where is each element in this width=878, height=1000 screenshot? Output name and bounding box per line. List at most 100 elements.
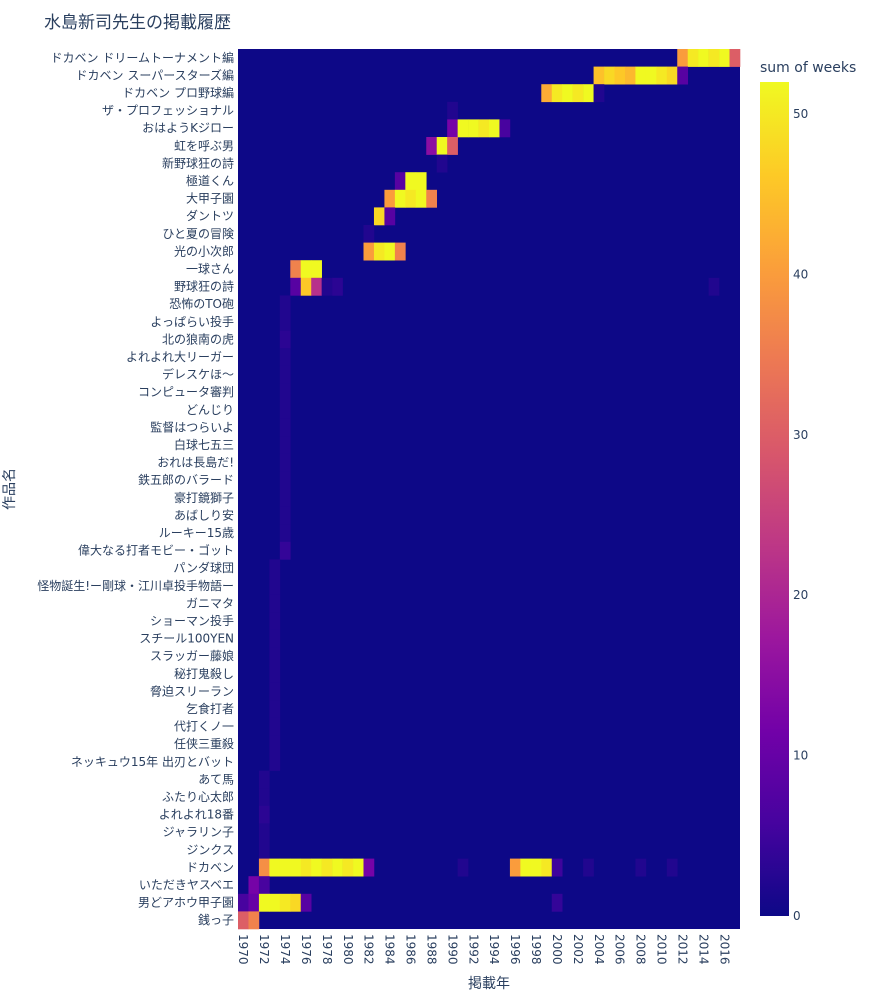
heatmap-cell: [300, 858, 312, 877]
heatmap-cell: [666, 66, 678, 85]
heatmap-cell: [269, 700, 281, 719]
y-tick-label: 豪打鏡獅子: [174, 490, 234, 505]
y-tick-label: よっぱらい投手: [150, 314, 234, 329]
heatmap-cell: [269, 612, 281, 631]
heatmap-cell: [478, 119, 490, 138]
heatmap-cell: [583, 858, 594, 877]
y-tick-label: ジャラリン子: [163, 825, 234, 839]
y-tick-label: ガニマタ: [186, 596, 234, 610]
heatmap-cell: [635, 858, 647, 877]
y-tick-label: 一球さん: [186, 262, 234, 276]
heatmap-cell: [258, 805, 270, 824]
x-tick-label: 2008: [634, 934, 648, 965]
heatmap-cell: [269, 717, 281, 736]
heatmap-cell: [426, 137, 438, 155]
heatmap-cell: [279, 453, 291, 472]
heatmap-cell: [269, 858, 281, 877]
colorbar-tick-label: 40: [793, 267, 808, 281]
heatmap-cell: [321, 858, 333, 877]
heatmap-cell: [687, 49, 699, 67]
heatmap-cell: [238, 893, 249, 912]
y-tick-label: ドカベン: [186, 860, 234, 874]
x-tick-label: 1982: [362, 934, 376, 965]
x-tick-labels: 1970 1972 1974 1976 1978 1980 1982 1984 1986 1988…: [236, 934, 731, 965]
heatmap-cell: [635, 66, 647, 85]
y-tick-label: ジンクス: [186, 843, 234, 857]
y-tick-label: 偉大なる打者モビー・ゴット: [78, 543, 234, 558]
x-tick-label: 1970: [236, 934, 250, 965]
heatmap-cell: [394, 189, 406, 208]
heatmap-cell: [311, 858, 322, 877]
x-tick-label: 1998: [529, 934, 543, 965]
x-axis-title: 掲載年: [468, 976, 510, 992]
heatmap-cell: [258, 858, 270, 877]
y-tick-label: 恐怖のTO砲: [169, 296, 234, 311]
y-tick-label: 乞食打者: [186, 701, 234, 716]
heatmap-cell: [290, 260, 302, 279]
y-tick-label: 代打くノ一: [174, 720, 234, 734]
heatmap-cell: [258, 893, 270, 912]
y-tick-label: どんじり: [186, 403, 234, 417]
heatmap-cell: [415, 189, 427, 208]
colorbar-tick-label: 50: [793, 107, 808, 121]
heatmap-cell: [394, 242, 406, 261]
y-tick-label: おはようKジロー: [142, 121, 234, 135]
y-tick-label: あばしり安: [174, 507, 234, 522]
heatmap-cell: [311, 260, 322, 279]
heatmap-cell: [698, 49, 709, 67]
x-tick-label: 1980: [341, 934, 355, 965]
x-tick-label: 2016: [717, 934, 731, 965]
heatmap-cell: [279, 436, 291, 455]
heatmap-cell: [290, 858, 302, 877]
y-tick-label: 野球狂の詩: [174, 280, 234, 294]
heatmap-cell: [279, 858, 291, 877]
plot-background: [238, 49, 740, 929]
colorbar-tick-label: 20: [793, 588, 808, 602]
heatmap-cell: [269, 753, 281, 771]
heatmap-cell: [279, 489, 291, 507]
heatmap-cell: [269, 665, 281, 683]
heatmap-cell: [593, 66, 605, 85]
y-tick-label: パンダ球団: [173, 560, 234, 575]
chart-title: 水島新司先生の掲載履歴: [44, 13, 231, 33]
heatmap-cell: [426, 189, 438, 208]
heatmap-cell: [457, 119, 469, 138]
y-tick-label: 極道くん: [186, 173, 234, 188]
heatmap-cell: [384, 242, 396, 261]
heatmap-cell: [499, 119, 511, 138]
heatmap-cell: [248, 876, 260, 895]
y-tick-label: 銭っ子: [198, 912, 234, 927]
y-axis-title: 作品名: [2, 468, 18, 510]
colorbar-ticks: 0 10 20 30 40 50: [793, 107, 808, 923]
x-tick-label: 1994: [487, 934, 501, 965]
y-tick-label: デレスケほ〜: [162, 367, 234, 382]
heatmap-cell: [248, 911, 260, 930]
y-tick-label: ふたり心太郎: [162, 789, 234, 804]
colorbar-tick-label: 30: [793, 428, 808, 442]
heatmap-cell: [363, 225, 375, 243]
y-tick-label: ドカベン スーパースターズ編: [76, 67, 235, 82]
y-tick-label: 秘打鬼殺し: [174, 666, 234, 681]
colorbar-tick-label: 10: [793, 749, 808, 763]
heatmap-cell: [300, 277, 312, 296]
heatmap-cell: [645, 66, 657, 85]
heatmap-cell: [269, 682, 281, 701]
heatmap-cell: [258, 823, 270, 842]
heatmap-cell: [583, 84, 594, 103]
heatmap-cell: [279, 313, 291, 331]
y-tick-label: ショーマン投手: [150, 613, 234, 628]
heatmap-cell: [269, 577, 281, 595]
heatmap-cell: [269, 594, 281, 613]
x-tick-label: 2002: [571, 934, 585, 965]
heatmap-cell: [373, 242, 385, 261]
heatmap-cell: [342, 858, 354, 877]
heatmap-cell: [624, 66, 636, 85]
heatmap-cell: [468, 119, 479, 138]
y-tick-label: 白球七五三: [174, 437, 234, 452]
x-tick-label: 2010: [655, 934, 669, 965]
heatmap-cell: [279, 330, 291, 349]
x-tick-label: 1986: [404, 934, 418, 965]
